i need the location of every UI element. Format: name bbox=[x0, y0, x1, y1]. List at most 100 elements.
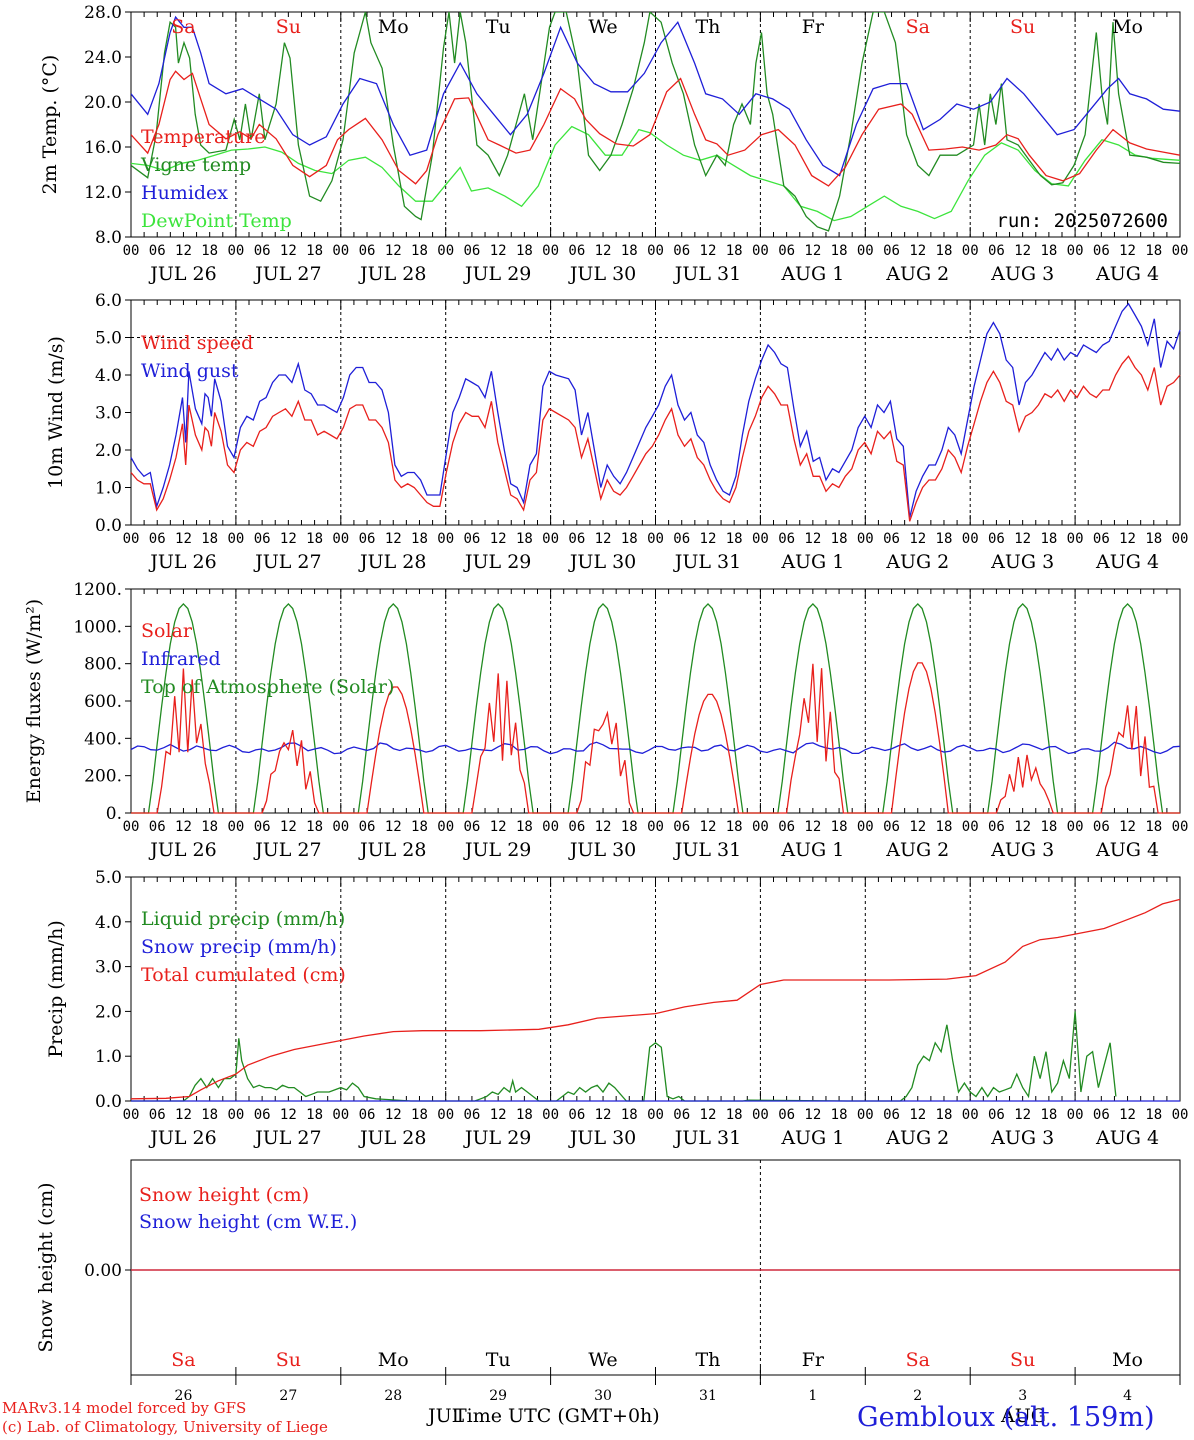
hour-tick-label: 00 bbox=[857, 1107, 874, 1123]
date-label: AUG 1 bbox=[780, 1127, 844, 1149]
hour-tick-label: 06 bbox=[1093, 1107, 1110, 1123]
y-tick-label: 8.0 bbox=[95, 228, 122, 248]
date-label: JUL 29 bbox=[463, 1127, 531, 1149]
hour-tick-label: 06 bbox=[1093, 531, 1110, 547]
hour-tick-label: 00 bbox=[332, 819, 349, 835]
hour-tick-label: 12 bbox=[909, 531, 926, 547]
hour-tick-label: 12 bbox=[175, 531, 192, 547]
hour-tick-label: 06 bbox=[778, 819, 795, 835]
date-label: JUL 31 bbox=[673, 1127, 741, 1149]
hour-tick-label: 12 bbox=[490, 531, 507, 547]
date-label: JUL 30 bbox=[568, 1127, 636, 1149]
energy-panel: 0. 200. 400. 600. 800. 1000. 1200. Energy fluxe… bbox=[23, 580, 1188, 861]
date-label: JUL 31 bbox=[673, 551, 741, 573]
hour-tick-label: 18 bbox=[1145, 531, 1162, 547]
date-label: JUL 26 bbox=[148, 1127, 216, 1149]
day-number: 29 bbox=[489, 1388, 507, 1404]
plot-frame bbox=[130, 11, 1181, 238]
hour-tick-label: 18 bbox=[201, 243, 218, 259]
hour-tick-label: 00 bbox=[752, 531, 769, 547]
hour-tick-label: 00 bbox=[437, 243, 454, 259]
day-number: 26 bbox=[175, 1388, 193, 1404]
hour-tick-label: 00 bbox=[1067, 243, 1084, 259]
hour-tick-label: 12 bbox=[700, 819, 717, 835]
hour-tick-label: 00 bbox=[647, 243, 664, 259]
date-label: AUG 3 bbox=[990, 263, 1054, 285]
y-tick-label: 6.0 bbox=[95, 291, 122, 311]
hour-tick-label: 18 bbox=[1145, 243, 1162, 259]
series-blue bbox=[130, 302, 1181, 518]
day-number: 28 bbox=[384, 1388, 402, 1404]
hour-tick-label: 06 bbox=[463, 1107, 480, 1123]
weekday-label: Tu bbox=[486, 16, 511, 38]
hour-tick-label: 00 bbox=[1067, 819, 1084, 835]
date-label: AUG 4 bbox=[1095, 839, 1159, 861]
hour-tick-label: 00 bbox=[437, 819, 454, 835]
model-credit: MARv3.14 model forced by GFS (c) Lab. of… bbox=[2, 1399, 328, 1437]
hour-tick-label: 00 bbox=[437, 1107, 454, 1123]
hour-tick-label: 18 bbox=[726, 819, 743, 835]
hour-tick-label: 00 bbox=[647, 531, 664, 547]
hour-tick-label: 06 bbox=[254, 531, 271, 547]
y-tick-label: 3.0 bbox=[95, 958, 122, 978]
hour-tick-label: 12 bbox=[490, 819, 507, 835]
hour-tick-label: 12 bbox=[1014, 1107, 1031, 1123]
hour-tick-label: 00 bbox=[542, 1107, 559, 1123]
hour-tick-label: 12 bbox=[385, 819, 402, 835]
weekday-label: Mo bbox=[1112, 1349, 1143, 1371]
hour-tick-label: 18 bbox=[936, 819, 953, 835]
hour-tick-label: 12 bbox=[700, 531, 717, 547]
hour-tick-label: 12 bbox=[804, 531, 821, 547]
weekday-label: Su bbox=[1010, 1349, 1035, 1371]
date-label: JUL 31 bbox=[673, 263, 741, 285]
weekday-label: Tu bbox=[486, 1349, 511, 1371]
weekday-label: Fr bbox=[802, 1349, 825, 1371]
hour-tick-label: 00 bbox=[542, 819, 559, 835]
y-tick-label: 24.0 bbox=[84, 48, 122, 68]
station-name: Gembloux (alt. 159m) bbox=[857, 1402, 1155, 1433]
legend-blue: Wind gust bbox=[141, 360, 239, 382]
hour-tick-label: 06 bbox=[988, 243, 1005, 259]
y-tick-label: 16.0 bbox=[84, 138, 122, 158]
date-label: JUL 27 bbox=[253, 263, 321, 285]
weekday-label: Sa bbox=[906, 16, 930, 38]
y-tick-label: 0. bbox=[106, 804, 122, 824]
date-label: AUG 3 bbox=[990, 1127, 1054, 1149]
hour-tick-label: 06 bbox=[149, 243, 166, 259]
hour-tick-label: 06 bbox=[149, 531, 166, 547]
hour-tick-label: 06 bbox=[359, 819, 376, 835]
month-left: JUL bbox=[428, 1405, 465, 1427]
day-number: 4 bbox=[1123, 1388, 1132, 1404]
hour-tick-label: 06 bbox=[673, 1107, 690, 1123]
date-label: JUL 28 bbox=[358, 263, 426, 285]
date-label: JUL 31 bbox=[673, 839, 741, 861]
y-axis-title: Precip (mm/h) bbox=[45, 920, 67, 1058]
hour-tick-label: 18 bbox=[831, 243, 848, 259]
date-label: JUL 30 bbox=[568, 551, 636, 573]
hour-tick-label: 12 bbox=[385, 1107, 402, 1123]
legend-green: Top of Atmosphere (Solar) bbox=[141, 676, 394, 698]
hour-tick-label: 18 bbox=[1145, 819, 1162, 835]
hour-tick-label: 00 bbox=[123, 819, 140, 835]
date-label: AUG 3 bbox=[990, 839, 1054, 861]
hour-tick-label: 18 bbox=[411, 531, 428, 547]
day-number: 2 bbox=[913, 1388, 922, 1404]
y-tick-label: 0.00 bbox=[84, 1261, 122, 1281]
hour-tick-label: 18 bbox=[831, 1107, 848, 1123]
hour-tick-label: 00 bbox=[542, 531, 559, 547]
hour-tick-label: 06 bbox=[673, 819, 690, 835]
hour-tick-label: 00 bbox=[857, 243, 874, 259]
hour-tick-label: 18 bbox=[516, 1107, 533, 1123]
hour-tick-label: 12 bbox=[1119, 819, 1136, 835]
hour-tick-label: 06 bbox=[883, 819, 900, 835]
date-label: JUL 30 bbox=[568, 263, 636, 285]
legend-red: Temperature bbox=[141, 126, 265, 148]
weekday-label: Th bbox=[695, 16, 720, 38]
weekday-label: Mo bbox=[378, 16, 409, 38]
hour-tick-label: 18 bbox=[1040, 531, 1057, 547]
hour-tick-label: 18 bbox=[621, 819, 638, 835]
hour-tick-label: 06 bbox=[149, 819, 166, 835]
run-label: run: 2025072600 bbox=[996, 210, 1168, 232]
hour-tick-label: 12 bbox=[280, 1107, 297, 1123]
date-label: AUG 1 bbox=[780, 263, 844, 285]
